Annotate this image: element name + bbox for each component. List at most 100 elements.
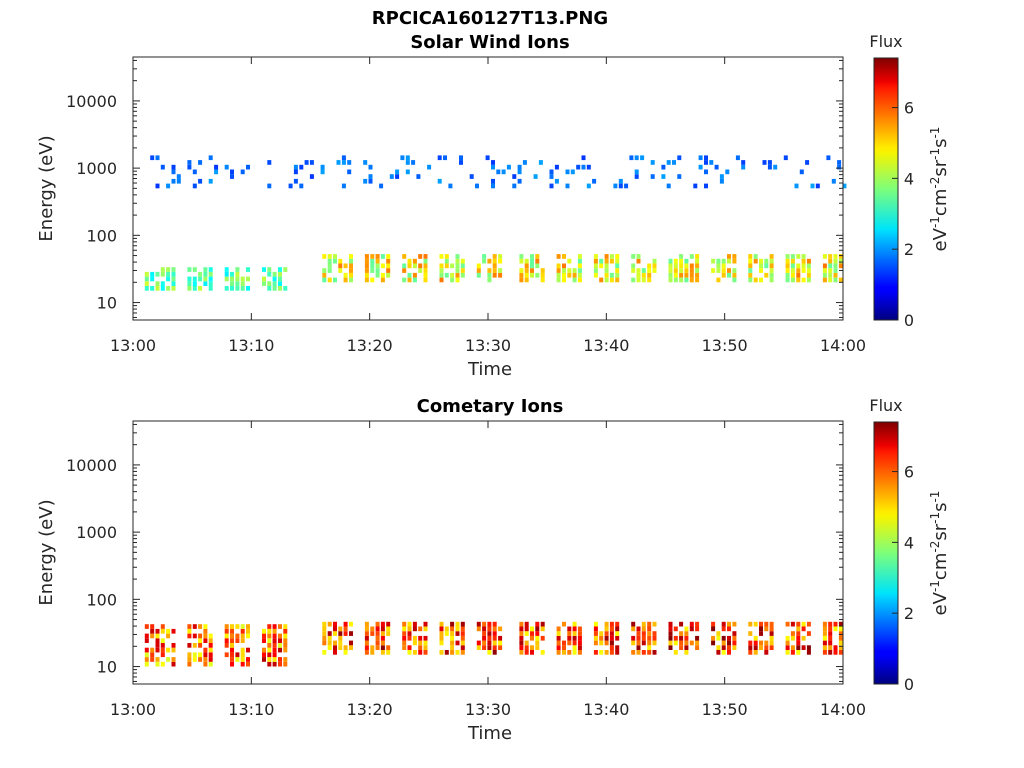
- flux-cell: [262, 633, 266, 639]
- flux-cell: [721, 258, 726, 264]
- flux-cell: [246, 628, 250, 634]
- flux-cell: [192, 652, 197, 658]
- flux-cell: [341, 160, 346, 165]
- y-axis: 10 100 1000 10000: [66, 423, 843, 682]
- flux-cell: [599, 640, 604, 646]
- flux-cell: [828, 254, 833, 259]
- flux-cell: [721, 626, 726, 632]
- flux-cell: [267, 643, 272, 648]
- flux-cell: [677, 174, 682, 179]
- flux-cell: [801, 268, 806, 273]
- flux-cell: [732, 645, 737, 650]
- flux-cell: [695, 626, 700, 632]
- flux-cell: [322, 277, 327, 283]
- flux-cell: [679, 263, 684, 269]
- flux-cell: [716, 631, 721, 636]
- flux-cell: [150, 652, 155, 658]
- flux-cell: [524, 631, 529, 636]
- flux-cell: [822, 263, 827, 269]
- flux-cell: [240, 647, 245, 653]
- flux-cell: [764, 645, 769, 650]
- flux-cell: [327, 640, 332, 646]
- flux-cell: [512, 174, 517, 179]
- flux-cell: [673, 626, 678, 632]
- flux-cell: [519, 268, 524, 273]
- flux-cell: [380, 626, 385, 632]
- flux-cell: [278, 661, 282, 667]
- flux-cell: [672, 160, 676, 165]
- flux-cell: [668, 277, 673, 283]
- flux-cell: [171, 281, 176, 286]
- flux-cell: [748, 650, 753, 655]
- flux-cell: [647, 635, 652, 641]
- flux-cell: [407, 635, 412, 641]
- flux-cell: [727, 254, 731, 259]
- flux-cell: [652, 640, 657, 646]
- flux-cell: [615, 272, 620, 278]
- panel-title: Solar Wind Ions: [410, 32, 569, 53]
- flux-cell: [262, 628, 266, 634]
- flux-cell: [641, 640, 646, 646]
- flux-cell: [402, 626, 407, 632]
- flux-cell: [423, 268, 428, 273]
- flux-cell: [567, 272, 572, 278]
- flux-cell: [530, 626, 534, 632]
- flux-cell: [689, 277, 694, 283]
- flux-cell: [455, 272, 460, 278]
- flux-cell: [698, 164, 703, 170]
- flux-cell: [439, 626, 444, 632]
- flux-cell: [262, 657, 266, 662]
- flux-cell: [615, 635, 620, 641]
- x-tick-label: 13:40: [583, 700, 629, 719]
- flux-cell: [482, 621, 487, 627]
- flux-cell: [576, 164, 581, 170]
- flux-cell: [150, 276, 155, 282]
- flux-cell: [519, 277, 524, 283]
- flux-cell: [838, 635, 843, 641]
- flux-cell: [615, 258, 620, 264]
- flux-cell: [160, 661, 165, 667]
- flux-cell: [695, 621, 700, 627]
- flux-cell: [407, 621, 412, 627]
- flux-cell: [327, 631, 332, 636]
- flux-cell: [407, 626, 412, 632]
- flux-cell: [192, 169, 197, 175]
- flux-cell: [208, 281, 213, 286]
- flux-cell: [540, 650, 545, 655]
- flux-cell: [208, 271, 213, 277]
- flux-cell: [450, 650, 455, 655]
- flux-cell: [501, 169, 506, 175]
- flux-cell: [160, 267, 165, 272]
- flux-cell: [336, 160, 341, 165]
- flux-cell: [556, 631, 561, 636]
- flux-cell: [556, 650, 561, 655]
- flux-cell: [272, 647, 277, 653]
- flux-cell: [380, 640, 385, 646]
- x-axis-label: Time: [467, 359, 512, 380]
- figure-title: RPCICA160127T13.PNG: [372, 8, 608, 29]
- flux-cell: [524, 268, 529, 273]
- flux-cell: [822, 277, 827, 283]
- flux-cell: [641, 621, 646, 627]
- flux-cell: [262, 647, 266, 653]
- flux-cell: [224, 628, 229, 634]
- flux-cell: [684, 650, 689, 655]
- flux-cell: [801, 626, 806, 632]
- flux-cell: [482, 258, 487, 264]
- flux-cell: [498, 254, 503, 259]
- flux-cell: [364, 272, 369, 278]
- flux-cell: [166, 276, 171, 282]
- flux-cell: [748, 254, 753, 259]
- x-axis-label: Time: [467, 723, 512, 744]
- y-tick-label: 10: [97, 658, 117, 677]
- flux-cell: [586, 183, 591, 189]
- flux-cell: [278, 276, 282, 282]
- flux-cell: [647, 263, 652, 269]
- flux-cell: [822, 640, 827, 646]
- flux-cell: [732, 268, 737, 273]
- flux-cell: [753, 254, 758, 259]
- flux-cell: [246, 624, 250, 629]
- flux-cell: [492, 268, 497, 273]
- flux-cell: [796, 272, 801, 278]
- flux-cell: [604, 635, 609, 641]
